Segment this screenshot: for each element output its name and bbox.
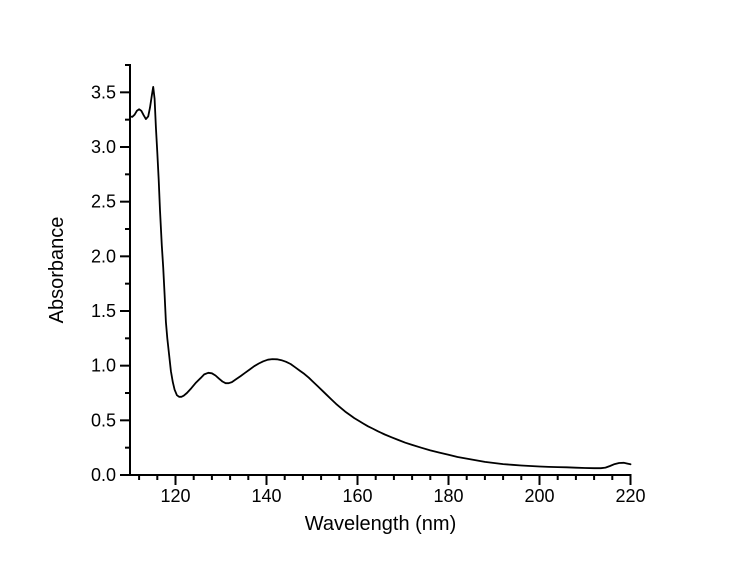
y-axis-title: Absorbance [46,216,68,324]
x-tick-label: 160 [342,486,372,506]
y-tick-label: 2.5 [91,192,116,212]
x-tick-label: 220 [615,486,645,506]
y-tick-label: 3.0 [91,137,116,157]
x-tick-label: 180 [433,486,463,506]
y-tick-label: 3.5 [91,82,116,102]
spectrum-curve [129,86,632,470]
x-tick-label: 200 [524,486,554,506]
y-tick-label: 0.0 [91,465,116,485]
x-tick-label: 140 [251,486,281,506]
y-tick-label: 1.0 [91,356,116,376]
y-tick-label: 2.0 [91,246,116,266]
x-tick-label: 120 [160,486,190,506]
y-tick-label: 0.5 [91,410,116,430]
y-tick-label: 1.5 [91,301,116,321]
x-axis-title: Wavelength (nm) [304,513,457,535]
